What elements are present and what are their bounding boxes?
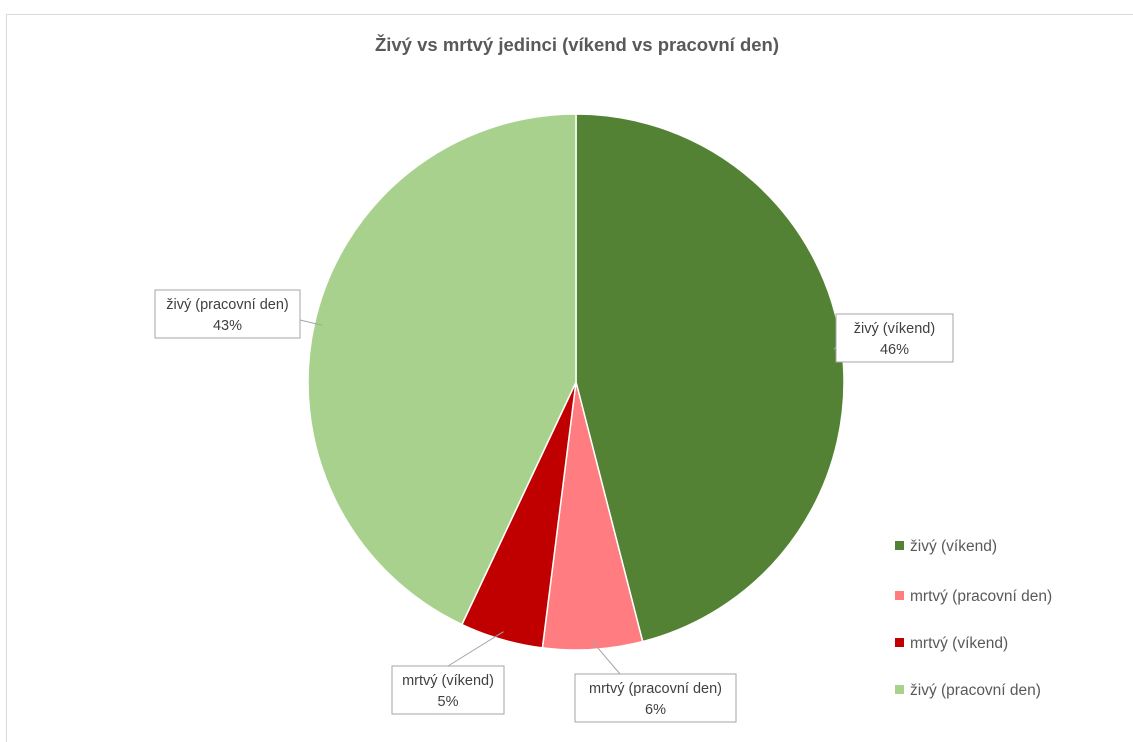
data-label-box	[154, 289, 301, 339]
leader-line-mrtvy-pracovni-den	[591, 641, 621, 675]
data-label-box	[391, 665, 505, 715]
data-label-mrtvy-vikend: mrtvý (víkend) 5%	[391, 665, 505, 715]
data-label-box	[574, 673, 737, 723]
legend-label: mrtvý (pracovní den)	[910, 588, 1053, 605]
legend-label: živý (víkend)	[910, 538, 997, 555]
data-label-mrtvy-pracovni-den: mrtvý (pracovní den) 6%	[574, 673, 737, 723]
pie-slices	[307, 113, 845, 651]
slice-labels: živý (víkend)46%mrtvý (pracovní den)6%mr…	[154, 289, 954, 723]
data-label-zivy-vikend: živý (víkend) 46%	[835, 313, 954, 363]
legend-swatch	[895, 685, 904, 695]
data-label-value: 46%	[880, 342, 909, 358]
leader-line-mrtvy-vikend	[447, 631, 504, 667]
data-label-category: mrtvý (pracovní den)	[589, 681, 722, 697]
data-label-category: mrtvý (víkend)	[402, 673, 494, 689]
legend-label: mrtvý (víkend)	[910, 635, 1009, 652]
data-label-box	[835, 313, 954, 363]
legend-label: živý (pracovní den)	[910, 682, 1041, 699]
leader-line-zivy-pracovni-den	[299, 319, 323, 326]
legend-item-mrtvy-pracovni-den: mrtvý (pracovní den)	[895, 587, 1052, 607]
chart-title: Živý vs mrtvý jedinci (víkend vs pracovn…	[374, 34, 780, 55]
data-label-value: 43%	[213, 318, 242, 334]
legend-item-zivy-vikend: živý (víkend)	[895, 537, 997, 557]
data-label-value: 6%	[645, 702, 666, 718]
legend-swatch	[895, 541, 904, 551]
data-label-zivy-pracovni-den: živý (pracovní den) 43%	[154, 289, 301, 339]
legend-swatch	[895, 638, 904, 648]
data-label-category: živý (víkend)	[854, 321, 935, 337]
legend-item-zivy-pracovni-den: živý (pracovní den)	[895, 681, 1041, 701]
data-label-value: 5%	[438, 694, 459, 710]
legend-swatch	[895, 591, 904, 601]
data-label-category: živý (pracovní den)	[166, 297, 289, 313]
legend-item-mrtvy-vikend: mrtvý (víkend)	[895, 634, 1008, 654]
